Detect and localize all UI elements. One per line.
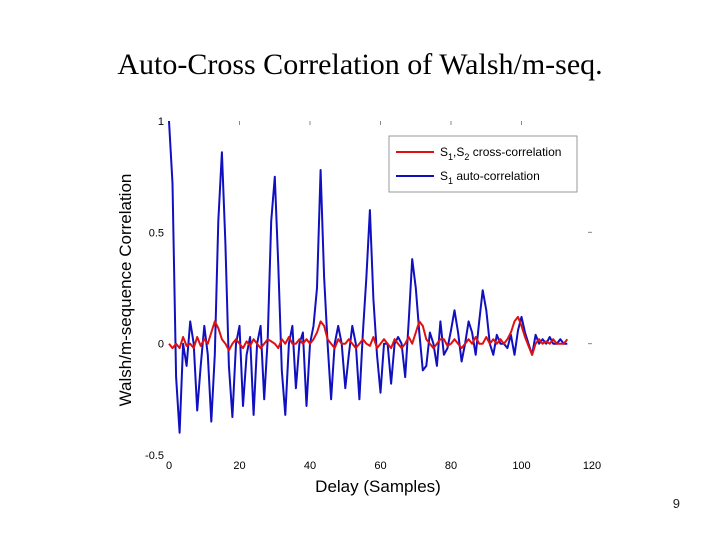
y-axis-label: Walsh/m-sequence Correlation <box>116 174 135 407</box>
x-tick-label-40: 40 <box>304 460 316 472</box>
legend-label-cross: S1,S2 cross-correlation <box>440 145 561 162</box>
axes-layer: 0 20 40 60 80 100 120-0.500.51 <box>145 116 601 472</box>
x-tick-label-100: 100 <box>512 460 530 472</box>
series-layer <box>168 120 569 434</box>
series-line-auto-correlation <box>168 120 568 434</box>
slide-title: Auto-Cross Correlation of Walsh/m-seq. <box>117 48 603 81</box>
y-tick-label-0.5: 0.5 <box>149 227 164 239</box>
legend-box <box>388 135 578 193</box>
y-tick-label-1: 1 <box>158 116 164 128</box>
x-tick-label-20: 20 <box>233 460 245 472</box>
x-tick-label-120: 120 <box>583 460 601 472</box>
series-line-cross-correlation <box>168 315 569 356</box>
y-tick-label--0.5: -0.5 <box>145 450 164 462</box>
x-axis-label: Delay (Samples) <box>315 477 441 496</box>
x-tick-label-80: 80 <box>445 460 457 472</box>
x-tick-label-0: 0 <box>166 460 172 472</box>
x-tick-label-60: 60 <box>374 460 386 472</box>
legend-label-auto: S1 auto-correlation <box>440 169 540 186</box>
y-tick-label-0: 0 <box>158 339 164 351</box>
page-number: 9 <box>672 496 680 511</box>
legend: S1,S2 cross-correlation S1 auto-correlat… <box>388 135 578 193</box>
